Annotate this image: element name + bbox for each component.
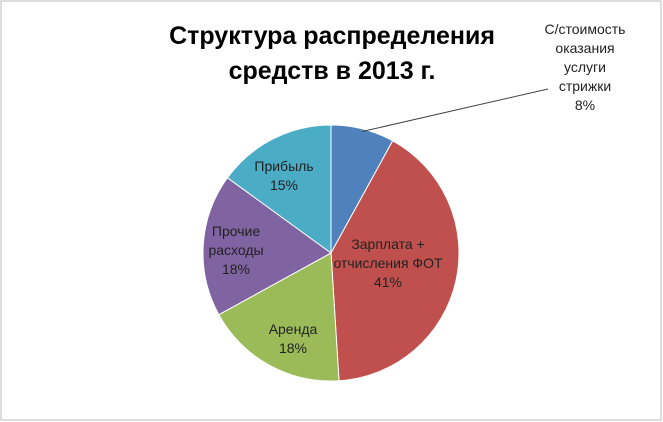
leader-line [362,88,549,132]
pie-slice [218,252,340,382]
slice-label: Прибыль [254,158,313,174]
slice-value-label: 15% [270,177,298,193]
chart-title: Структура распределения средств в 2013 г. [169,22,495,85]
pie-slice [202,177,332,316]
pie-slice [330,140,460,382]
slice-label: Зарплата + отчисления ФОТ [333,236,443,271]
slice-value-label: 18% [222,261,250,277]
slice-value-label: 41% [374,274,402,290]
slice-label: С/стоимость оказания услуги стрижки [545,21,626,94]
slice-label: Прочие расходы [208,223,263,258]
slice-value-label: 18% [279,340,307,356]
pie-slice [226,124,332,254]
slice-label: Аренда [269,321,318,337]
slice-value-label: 8% [575,97,595,113]
